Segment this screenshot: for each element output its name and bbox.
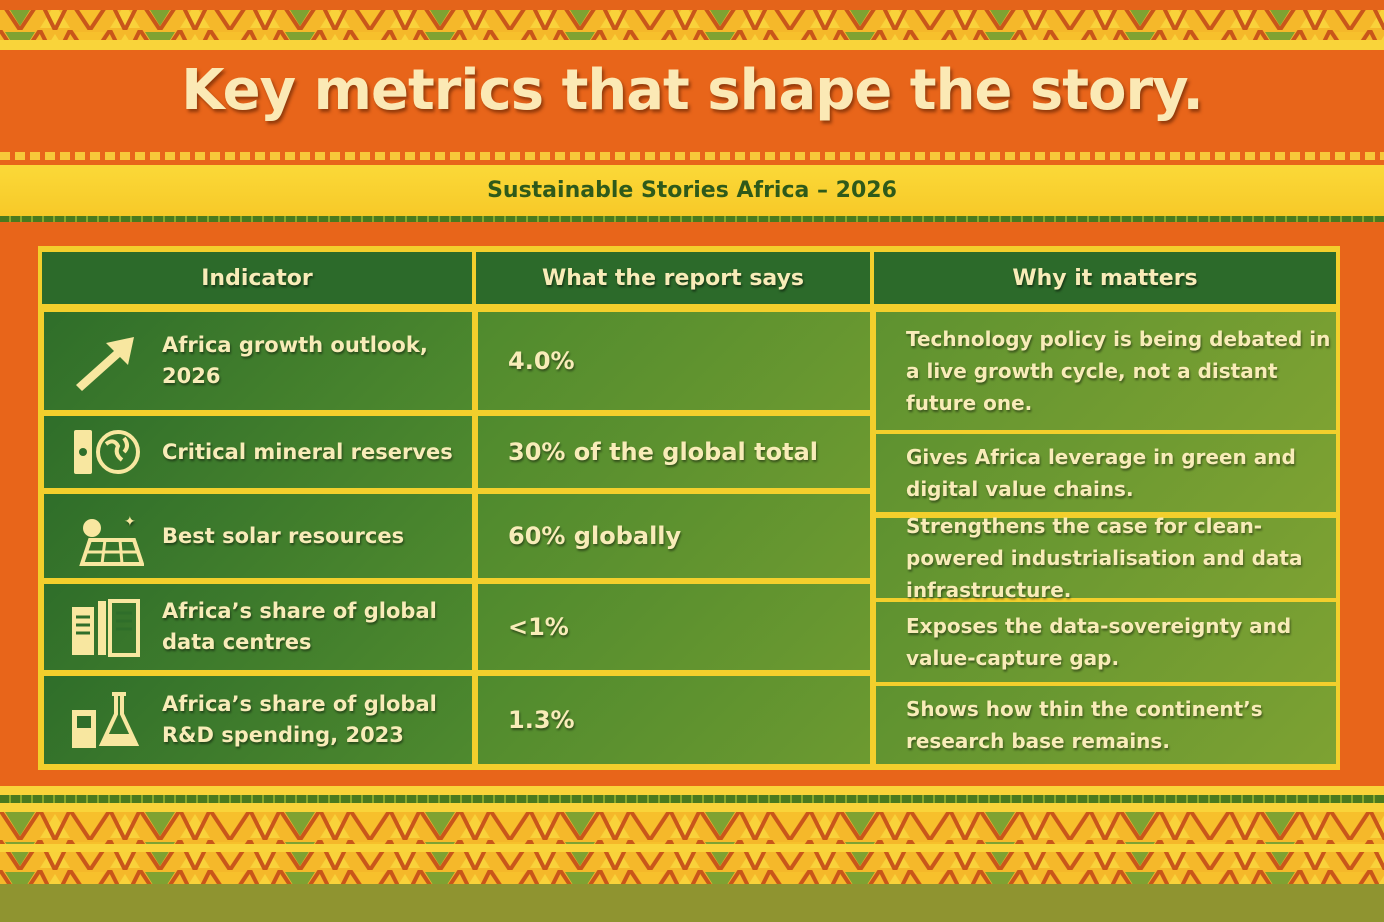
column-header-report: What the report says <box>476 252 870 304</box>
lab-flask-icon <box>72 692 140 748</box>
subtitle-band <box>0 165 1384 217</box>
metrics-table: Indicator What the report says Why it ma… <box>38 246 1340 770</box>
why-cell: Strengthens the case for clean-powered i… <box>876 514 1336 602</box>
indicator-cell: Africa’s share of global R&D spending, 2… <box>44 676 472 764</box>
why-cell: Gives Africa leverage in green and digit… <box>876 434 1336 512</box>
dotted-divider <box>0 152 1384 160</box>
value-cell: 4.0% <box>478 312 870 410</box>
page-subtitle: Sustainable Stories Africa – 2026 <box>487 178 897 203</box>
page-title: Key metrics that shape the story. <box>181 58 1204 123</box>
value-cell: 1.3% <box>478 676 870 764</box>
value-cell: 30% of the global total <box>478 416 870 488</box>
svg-text:✦: ✦ <box>124 514 136 530</box>
indicator-cell: Africa’s share of global data centres <box>44 584 472 670</box>
indicator-label: Africa growth outlook, 2026 <box>162 333 428 388</box>
indicator-label: Best solar resources <box>162 523 405 548</box>
value-cell: <1% <box>478 584 870 670</box>
why-cell: Shows how thin the continent’s research … <box>876 686 1336 764</box>
mineral-globe-icon <box>74 430 140 474</box>
value-cell: 60% globally <box>478 494 870 578</box>
green-dashed-divider <box>0 216 1384 222</box>
column-header-why: Why it matters <box>874 252 1336 304</box>
solar-panel-icon: ✦ <box>79 514 144 566</box>
arrow-up-right-icon <box>76 337 134 391</box>
footer-band <box>0 884 1384 922</box>
indicator-label: Critical mineral reserves <box>162 439 453 464</box>
indicator-cell: Africa growth outlook, 2026 <box>44 312 472 410</box>
indicator-label: Africa’s share of global data centres <box>162 599 437 654</box>
indicator-cell: Critical mineral reserves <box>44 416 472 488</box>
bottom-green-dashed <box>0 795 1384 803</box>
data-centre-buildings-icon <box>72 599 140 657</box>
why-cell: Technology policy is being debated in a … <box>876 312 1336 430</box>
column-header-indicator: Indicator <box>42 252 472 304</box>
indicator-cell: ✦ Best solar resources <box>44 494 472 578</box>
indicator-label: Africa’s share of global R&D spending, 2… <box>162 692 437 747</box>
why-cell: Exposes the data-sovereignty and value-c… <box>876 602 1336 682</box>
